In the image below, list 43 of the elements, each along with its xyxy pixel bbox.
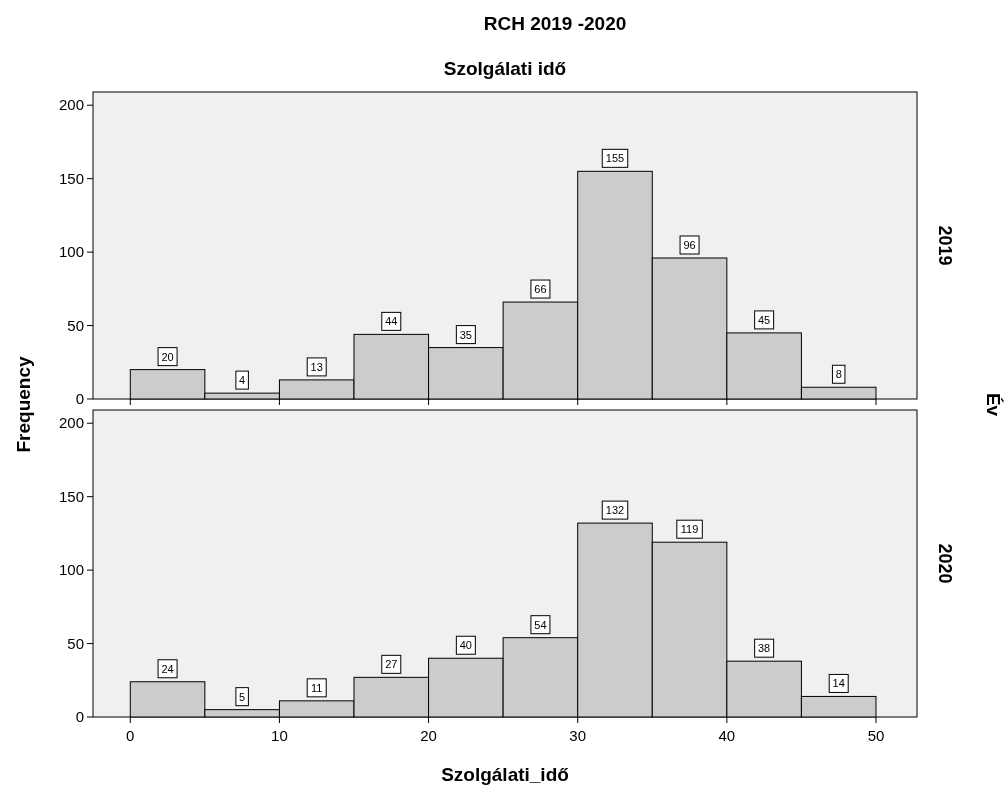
data-label: 11 [311, 681, 323, 694]
y2-axis-title: 2020 [935, 543, 955, 584]
y-tick-label: 100 [58, 243, 84, 261]
y-axis-title: Frequency [13, 356, 34, 453]
x-tick-label: 40 [718, 727, 736, 744]
data-label: 27 [385, 658, 398, 671]
x-tick-label: 50 [867, 727, 885, 744]
data-label: 24 [161, 662, 174, 675]
data-label: 13 [310, 360, 323, 373]
y2-axis-title: 2019 [935, 225, 955, 266]
data-label: 4 [239, 374, 246, 387]
data-label: 40 [459, 639, 472, 652]
data-label: 35 [459, 328, 472, 341]
data-label: 45 [758, 313, 771, 326]
data-label: 20 [161, 350, 174, 363]
y-tick-label: 100 [58, 561, 84, 579]
y-tick-label: 0 [75, 390, 84, 407]
y-tick-label: 150 [58, 487, 84, 505]
data-label: 44 [385, 315, 398, 328]
y-tick-label: 200 [58, 96, 84, 114]
y-tick-label: 50 [67, 634, 84, 652]
data-label: 54 [534, 618, 547, 631]
text: Év [983, 392, 1004, 417]
chart-title: RCH 2019 -2020 [483, 13, 627, 34]
data-label: 8 [835, 368, 842, 381]
y-tick-label: 200 [58, 414, 84, 432]
x-tick-label: 10 [271, 727, 288, 744]
x-tick-label: 30 [569, 727, 587, 744]
data-label: 119 [680, 523, 699, 536]
x-tick-label: 0 [126, 727, 135, 744]
chart-subtitle: Szolgálati idő [443, 58, 567, 79]
y-tick-label: 50 [67, 316, 84, 334]
x-axis-title: Szolgálati_idő [441, 764, 569, 785]
data-label: 66 [534, 283, 547, 296]
data-label: 5 [239, 690, 246, 703]
x-tick-label: 20 [420, 727, 437, 744]
y-tick-label: 150 [58, 169, 84, 187]
data-label: 38 [758, 642, 771, 655]
data-label: 96 [683, 238, 696, 251]
data-label: 14 [832, 677, 845, 690]
data-label: 132 [605, 504, 625, 517]
y-tick-label: 0 [75, 708, 84, 725]
data-label: 155 [605, 152, 625, 165]
